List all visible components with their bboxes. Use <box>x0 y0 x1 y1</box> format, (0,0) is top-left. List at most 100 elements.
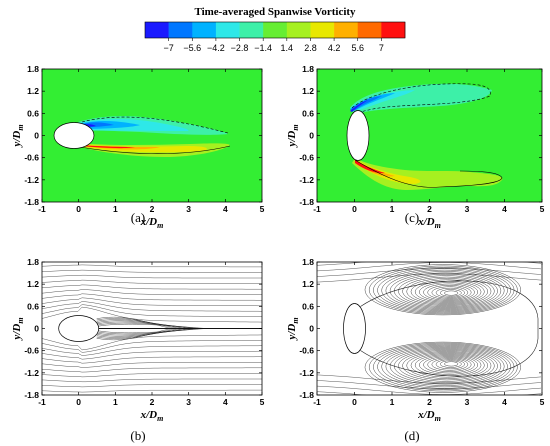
colorbar-swatch <box>239 22 264 38</box>
contour-pos-3 <box>355 160 395 177</box>
colorbar: −7 −5.6 −4.2 −2.8 −1.4 1.4 2.8 4.2 5.6 7 <box>144 21 406 53</box>
y-tick-label: -1.8 <box>299 390 314 400</box>
x-tick-label: 0 <box>76 397 81 407</box>
colorbar-swatch <box>310 22 335 38</box>
y-tick-label: 1.8 <box>302 64 314 74</box>
streamline <box>42 356 262 364</box>
colorbar-tick-label: 5.6 <box>351 43 364 53</box>
panel-label-d: (d) <box>404 428 419 443</box>
x-tick-label: 5 <box>260 204 265 214</box>
vortex-streamline <box>402 276 492 306</box>
vortex-streamline <box>364 341 521 393</box>
x-axis-label: x/Dm <box>140 409 164 423</box>
contour-neg-2 <box>350 90 415 110</box>
colorbar-tick-label: −7 <box>164 43 174 53</box>
vortex-streamline <box>394 274 498 308</box>
x-tick-label: 5 <box>540 204 545 214</box>
vortex-streamline <box>435 359 465 370</box>
streamline <box>42 340 262 353</box>
x-tick-label: 2 <box>150 204 155 214</box>
y-tick-label: -1.2 <box>24 368 39 378</box>
colorbar-tick-label: 1.4 <box>281 43 294 53</box>
panel-a-contours <box>53 116 231 157</box>
panel-b-axes: -1 0 1 2 3 4 5 1.8 1.2 0.6 0 -0.6 -1.2 -1.8 x/Dm y/Dm <box>11 257 265 423</box>
streamline <box>42 304 262 317</box>
contour-line-pos <box>79 145 231 154</box>
vortex-streamline <box>440 360 462 368</box>
streamline <box>42 260 262 262</box>
y-tick-label: 0.6 <box>27 301 39 311</box>
vortex-streamline <box>381 269 508 311</box>
figure-title: Time-averaged Spanwise Vorticity <box>194 6 356 18</box>
vortex-streamline <box>389 348 502 385</box>
vortex-streamline <box>406 352 488 379</box>
colorbar-tick-label: 7 <box>379 43 384 53</box>
streamline <box>317 273 542 283</box>
y-tick-label: -1.2 <box>299 368 314 378</box>
streamline <box>42 279 262 284</box>
x-tick-label: 0 <box>352 204 357 214</box>
streamline <box>317 251 541 259</box>
y-axis-label: y/Dm <box>11 317 25 341</box>
vortex-streamline <box>373 343 515 390</box>
vortex-streamline <box>427 285 472 300</box>
streamline <box>42 378 262 383</box>
x-tick-label: 0 <box>76 204 81 214</box>
vortex-streamline <box>440 289 462 297</box>
x-tick-label: 5 <box>260 397 265 407</box>
y-tick-label: -1.8 <box>299 197 314 207</box>
vortex-streamline <box>410 353 485 378</box>
y-tick-label: -0.6 <box>299 153 314 163</box>
vortex-streamline <box>423 283 475 301</box>
streamline <box>42 264 262 268</box>
x-tick-label: -1 <box>38 397 46 407</box>
x-tick-label: 1 <box>390 397 395 407</box>
vortex-streamline <box>414 280 482 303</box>
x-tick-label: 2 <box>427 397 432 407</box>
vortex-streamline <box>381 346 508 388</box>
colorbar-tick-label: 4.2 <box>328 43 341 53</box>
x-tick-label: 3 <box>186 204 191 214</box>
contour-pos-4 <box>355 160 385 174</box>
vortex-streamline <box>419 355 479 375</box>
panel-c-contours <box>346 83 503 190</box>
x-tick-label: -1 <box>313 204 321 214</box>
streamline <box>317 262 542 272</box>
vortex-streamline <box>410 279 485 304</box>
contour-neg-4 <box>350 96 382 111</box>
x-tick-label: 4 <box>223 204 228 214</box>
y-tick-label: 1.8 <box>302 257 314 267</box>
colorbar-swatch <box>215 22 240 38</box>
colorbar-tick-label: −2.8 <box>231 43 249 53</box>
streamline <box>42 362 262 368</box>
streamline <box>42 269 262 273</box>
y-tick-label: 0 <box>34 131 39 141</box>
vortex-streamline <box>377 268 512 313</box>
y-tick-label: 0 <box>34 324 39 334</box>
contour-pos-4 <box>80 145 135 149</box>
vortex-streamline <box>419 282 479 302</box>
vortex-streamline <box>414 354 482 377</box>
vortex-streamline <box>427 357 472 372</box>
vortex-streamline <box>373 267 515 314</box>
colorbar-swatch <box>263 22 288 38</box>
colorbar-swatch <box>357 22 382 38</box>
colorbar-swatch <box>168 22 193 38</box>
vortex-streamline <box>385 271 505 310</box>
x-tick-label: 2 <box>427 204 432 214</box>
x-axis-label: x/Dm <box>417 216 441 230</box>
contour-pos-2 <box>355 159 421 184</box>
vortex-streamline <box>444 290 459 296</box>
vortex-streamline <box>402 351 492 381</box>
colorbar-tick-label: 2.8 <box>304 43 317 53</box>
panel-d-streamline-set <box>317 251 542 395</box>
x-tick-label: 4 <box>223 397 228 407</box>
streamline <box>42 301 262 312</box>
streamline <box>42 334 262 351</box>
vortex-streamline <box>406 278 488 305</box>
y-tick-label: 1.2 <box>302 86 314 96</box>
streamline <box>317 267 542 277</box>
streamline <box>42 350 262 360</box>
y-tick-label: -0.6 <box>24 153 39 163</box>
